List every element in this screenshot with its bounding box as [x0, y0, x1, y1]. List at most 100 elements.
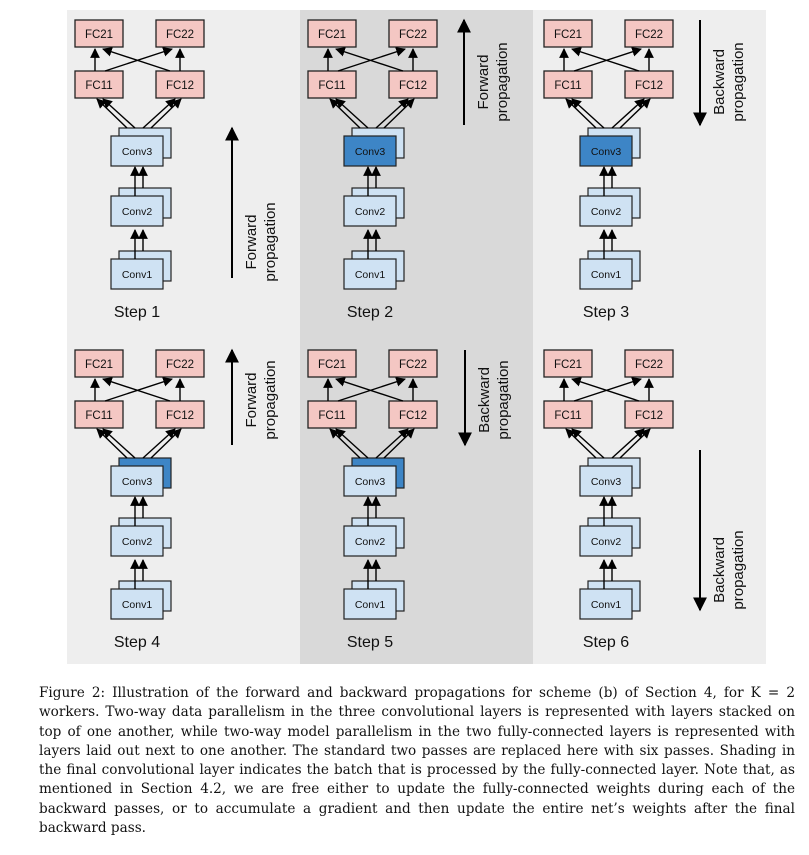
fc21-label: FC21 — [85, 29, 113, 41]
arrow-conv3b-fc12 — [383, 428, 415, 459]
arrow-fc12-fc21 — [335, 377, 404, 402]
propagation-label-line-2: propagation — [494, 42, 511, 121]
propagation-label: Forward propagation — [243, 360, 279, 439]
fc11-label: FC11 — [554, 80, 581, 92]
propagation-label-line-1: Forward — [475, 54, 492, 109]
step-5-diagram: FC21 FC22 FC11 FC12 Conv3 Conv2 Conv1 Step 5 Bac… — [307, 349, 512, 651]
arrow-fc12-fc21 — [335, 47, 404, 72]
conv1-label: Conv1 — [122, 599, 153, 611]
conv3-box — [110, 465, 164, 497]
fc21-box — [74, 19, 124, 48]
fc22-box — [155, 19, 205, 48]
arrow-fc12-fc21 — [102, 377, 171, 402]
arrow-conv3b-fc11 — [335, 428, 369, 459]
conv1-box — [110, 258, 164, 290]
fc21-box — [307, 19, 357, 48]
conv3-label: Conv3 — [122, 476, 153, 488]
propagation-label-line-2: propagation — [730, 42, 747, 121]
arrow-conv3-fc11 — [565, 98, 597, 129]
step-label: Step 4 — [114, 634, 160, 651]
fc11-label: FC11 — [554, 410, 581, 422]
fc11-box — [307, 400, 357, 429]
conv1-label: Conv1 — [355, 269, 386, 281]
arrow-conv3-fc11 — [96, 98, 128, 129]
figure-caption: Figure 2: Illustration of the forward an… — [39, 685, 795, 837]
propagation-label: Backward propagation — [711, 530, 747, 609]
step-6-diagram: FC21 FC22 FC11 FC12 Conv3 Conv2 Conv1 Step 6 Bac… — [543, 349, 747, 651]
conv2-label: Conv2 — [591, 206, 622, 218]
panel-step-5 — [300, 337, 533, 664]
conv3-label: Conv3 — [355, 146, 386, 158]
fc21-label: FC21 — [318, 359, 346, 371]
conv2-label: Conv2 — [122, 536, 153, 548]
fc21-box — [543, 349, 593, 378]
fc12-box — [155, 400, 205, 429]
step-label: Step 1 — [114, 304, 160, 321]
fc11-box — [74, 400, 124, 429]
conv1-box — [343, 588, 397, 620]
conv3-label: Conv3 — [591, 146, 622, 158]
propagation-label: Backward propagation — [711, 42, 747, 121]
propagation-label-line-2: propagation — [495, 360, 512, 439]
fc21-box — [74, 349, 124, 378]
propagation-label-line-2: propagation — [730, 530, 747, 609]
conv3-box — [343, 465, 397, 497]
figure — [67, 10, 767, 664]
panel-step-1 — [67, 10, 300, 337]
arrow-conv3b-fc12 — [150, 428, 182, 459]
conv1-box — [343, 258, 397, 290]
conv3-label: Conv3 — [122, 146, 153, 158]
conv2-box — [579, 195, 633, 227]
conv2-box — [110, 525, 164, 557]
fc22-box — [388, 19, 438, 48]
fc11-label: FC11 — [85, 410, 112, 422]
conv2-label: Conv2 — [355, 206, 386, 218]
conv1-label: Conv1 — [591, 269, 622, 281]
fc11-label: FC11 — [318, 80, 345, 92]
arrow-conv3b-fc12 — [619, 428, 651, 459]
conv2-label: Conv2 — [591, 536, 622, 548]
conv2-box — [110, 195, 164, 227]
fc11-label: FC11 — [318, 410, 345, 422]
fc11-box — [307, 70, 357, 99]
arrow-fc12-fc21 — [102, 47, 171, 72]
propagation-label-line-1: Backward — [711, 537, 728, 603]
fc11-label: FC11 — [85, 80, 112, 92]
fc21-box — [543, 19, 593, 48]
fc12-label: FC12 — [635, 80, 663, 92]
fc11-box — [74, 70, 124, 99]
propagation-label: Backward propagation — [476, 360, 512, 439]
step-2-diagram: FC21 FC22 FC11 FC12 Conv3 Conv2 Conv1 Step 2 For… — [307, 18, 511, 321]
conv2-label: Conv2 — [122, 206, 153, 218]
step-1-diagram: FC21 FC22 FC11 FC12 Conv3 Conv2 Conv1 Step 1 For… — [74, 19, 279, 321]
propagation-label-line-1: Backward — [711, 49, 728, 115]
arrow-conv3-fc11 — [329, 428, 361, 459]
arrow-conv3-fc11 — [329, 98, 361, 129]
fc22-label: FC22 — [635, 359, 663, 371]
fc21-label: FC21 — [554, 29, 582, 41]
conv1-label: Conv1 — [355, 599, 386, 611]
conv1-label: Conv1 — [591, 599, 622, 611]
step-label: Step 5 — [347, 634, 393, 651]
propagation-label: Forward propagation — [475, 42, 511, 121]
arrow-conv3b-fc12 — [383, 98, 415, 129]
fc11-box — [543, 400, 593, 429]
fc12-label: FC12 — [635, 410, 663, 422]
arrow-conv3-fc12 — [375, 428, 409, 459]
fc21-label: FC21 — [85, 359, 113, 371]
panel-step-2 — [300, 10, 533, 337]
fc22-box — [624, 349, 674, 378]
fc22-box — [624, 19, 674, 48]
conv1-label: Conv1 — [122, 269, 153, 281]
fc21-label: FC21 — [318, 29, 346, 41]
propagation-diagram: FC21 FC22 FC11 FC12 Conv3 Conv2 Conv1 Step 1 For… — [74, 18, 747, 651]
propagation-label-line-1: Forward — [243, 372, 260, 427]
arrow-conv3b-fc12 — [150, 98, 182, 129]
step-3-diagram: FC21 FC22 FC11 FC12 Conv3 Conv2 Conv1 Step 3 Bac… — [543, 19, 747, 321]
step-label: Step 2 — [347, 304, 393, 321]
fc12-label: FC12 — [166, 410, 194, 422]
propagation-label-line-2: propagation — [262, 360, 279, 439]
arrow-conv3-fc12 — [142, 428, 176, 459]
arrow-conv3b-fc11 — [571, 428, 605, 459]
step-label: Step 6 — [583, 634, 629, 651]
